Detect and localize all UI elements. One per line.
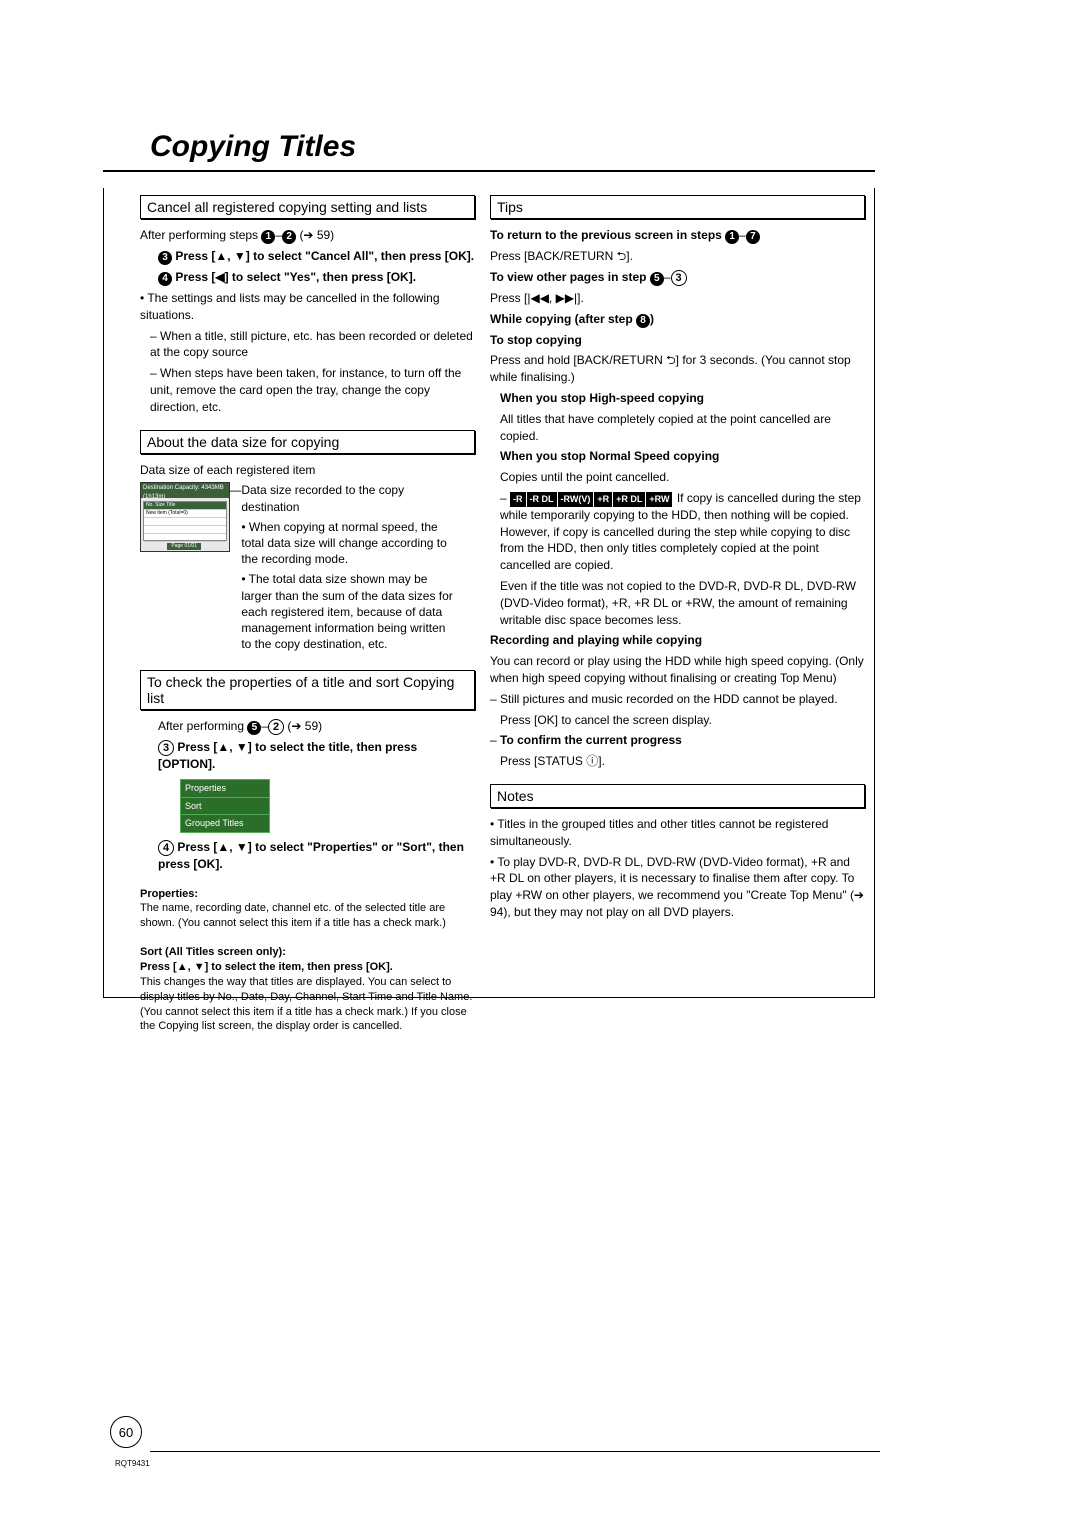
- step-4-text: Press [◀] to select "Yes", then press [O…: [175, 270, 416, 284]
- check-step3: Press [▲, ▼] to select the title, then p…: [158, 740, 417, 771]
- check-step4: Press [▲, ▼] to select "Properties" or "…: [158, 840, 464, 871]
- footer-rule: [150, 1451, 880, 1452]
- doc-id: RQT9431: [115, 1459, 150, 1468]
- diagram-pager: Page 01/01: [167, 543, 201, 550]
- badge-r: -R: [510, 492, 526, 507]
- tips-r9s2b: To confirm the current progress: [500, 733, 682, 747]
- datasize-caption: Data size of each registered item: [140, 462, 475, 479]
- tips-r4t: Press and hold [BACK/RETURN ⮌] for 3 sec…: [490, 352, 865, 386]
- cancel-sub-2: When steps have been taken, for instance…: [150, 366, 461, 414]
- props-heading: Properties:: [140, 887, 475, 902]
- step-5s-icon: 5: [247, 721, 261, 735]
- tips-r1b: To return to the previous screen in step…: [490, 228, 722, 242]
- right-column: Tips To return to the previous screen in…: [490, 195, 865, 925]
- tips-header: Tips: [490, 195, 865, 219]
- cancel-section-header: Cancel all registered copying setting an…: [140, 195, 475, 219]
- sort-bold: Press [▲, ▼] to select the item, then pr…: [140, 960, 475, 975]
- check-body: After performing 5–2 (➔ 59) 3 Press [▲, …: [140, 718, 475, 1034]
- cancel-section-body: After performing steps 1–2 (➔ 59) 3 Pres…: [140, 227, 475, 416]
- notes-header: Notes: [490, 784, 865, 808]
- diagram-header: Destination Capacity: 4343MB (1h13m): [143, 484, 229, 501]
- left-column: Cancel all registered copying setting an…: [140, 195, 475, 1038]
- page-title: Copying Titles: [150, 130, 356, 164]
- tips-r9s1: Still pictures and music recorded on the…: [500, 692, 838, 706]
- tips-r2t: Press [|◀◀, ▶▶|].: [490, 290, 865, 307]
- sort-heading: Sort (All Titles screen only):: [140, 945, 475, 960]
- badge-prdl: +R DL: [613, 492, 645, 507]
- notes-n2link: Create Top Menu: [751, 888, 843, 902]
- diagram-expl: —Data size recorded to the copy destinat…: [241, 482, 456, 656]
- step-4-icon: 4: [158, 272, 172, 286]
- check-ref: (➔ 59): [287, 719, 322, 733]
- tips-r4b: To stop copying: [490, 332, 865, 349]
- sort-text: This changes the way that titles are dis…: [140, 975, 475, 1034]
- step-2-icon: 2: [282, 230, 296, 244]
- ref-59: (➔ 59): [299, 228, 334, 242]
- menu-grouped: Grouped Titles: [181, 815, 269, 832]
- diagram-row1: New item (Total=0): [144, 510, 226, 518]
- open-4-icon: 4: [158, 840, 174, 856]
- page-number: 60: [110, 1416, 142, 1448]
- badge-rwv: -RW(V): [558, 492, 594, 507]
- after-text: After performing steps: [140, 228, 258, 242]
- tips-r2b: To view other pages in step: [490, 270, 646, 284]
- step-3-text: Press [▲, ▼] to select "Cancel All", the…: [175, 249, 474, 263]
- tips-r9s1b: Press [OK] to cancel the screen display.: [500, 712, 865, 729]
- diagram-text1: Data size recorded to the copy destinati…: [241, 483, 404, 513]
- datasize-body: Data size of each registered item Destin…: [140, 462, 475, 657]
- tips-r9t: You can record or play using the HDD whi…: [490, 653, 865, 687]
- tip-o3-icon: 3: [671, 270, 687, 286]
- menu-sort: Sort: [181, 798, 269, 816]
- tips-body: To return to the previous screen in step…: [490, 227, 865, 770]
- diagram-b1: When copying at normal speed, the total …: [241, 520, 446, 566]
- step-3-icon: 3: [158, 251, 172, 265]
- tips-r1t: Press [BACK/RETURN ⮌].: [490, 248, 865, 265]
- notes-body: • Titles in the grouped titles and other…: [490, 816, 865, 921]
- cancel-sub-1: When a title, still picture, etc. has be…: [150, 329, 473, 360]
- tips-r9b: Recording and playing while copying: [490, 632, 865, 649]
- tips-r6t: Copies until the point cancelled.: [500, 469, 865, 486]
- badge-pr: +R: [594, 492, 612, 507]
- diagram-cols: No. Size Title: [144, 502, 226, 510]
- tips-r3b: While copying (after step: [490, 312, 633, 326]
- tip-7-icon: 7: [746, 230, 760, 244]
- open-2-icon: 2: [268, 719, 284, 735]
- title-rule: [103, 170, 875, 172]
- check-after: After performing: [158, 719, 244, 733]
- tips-r5t: All titles that have completely copied a…: [500, 411, 865, 445]
- option-menu: Properties Sort Grouped Titles: [180, 779, 270, 833]
- check-section-header: To check the properties of a title and s…: [140, 670, 475, 710]
- badge-prw: +RW: [646, 492, 672, 507]
- notes-n1: Titles in the grouped titles and other t…: [490, 817, 828, 848]
- tips-r9s2t: Press [STATUS ⓘ].: [500, 753, 865, 770]
- tips-r3b2: ): [650, 312, 654, 326]
- tip-8-icon: 8: [636, 314, 650, 328]
- datasize-section-header: About the data size for copying: [140, 430, 475, 454]
- step-1-icon: 1: [261, 230, 275, 244]
- tips-r6b: When you stop Normal Speed copying: [500, 448, 865, 465]
- tip-1-icon: 1: [725, 230, 739, 244]
- diagram-table: No. Size Title New item (Total=0): [143, 501, 227, 541]
- tips-r5b: When you stop High-speed copying: [500, 390, 865, 407]
- tip-5-icon: 5: [650, 272, 664, 286]
- props-text: The name, recording date, channel etc. o…: [140, 901, 475, 931]
- open-3-icon: 3: [158, 740, 174, 756]
- diagram-b2: The total data size shown may be larger …: [241, 572, 452, 651]
- copylist-diagram: Destination Capacity: 4343MB (1h13m) No.…: [140, 482, 230, 552]
- cancel-bullet-1: The settings and lists may be cancelled …: [140, 291, 440, 322]
- menu-properties: Properties: [181, 780, 269, 798]
- badge-rdl: -R DL: [527, 492, 557, 507]
- tips-r8t: Even if the title was not copied to the …: [500, 578, 865, 628]
